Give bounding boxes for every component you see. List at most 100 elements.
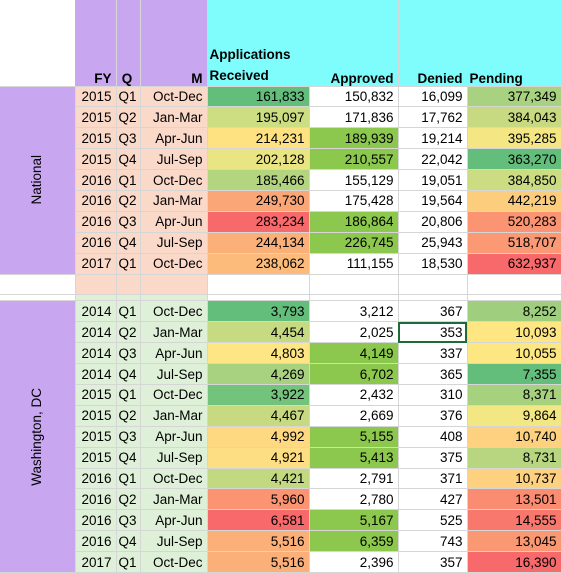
cell-approved[interactable]: 5,413 [309, 447, 399, 469]
spacer-cell[interactable] [116, 274, 141, 296]
spacer-cell[interactable] [398, 294, 468, 302]
cell-fy[interactable]: 2015 [75, 426, 117, 448]
cell-approved[interactable]: 2,396 [309, 551, 399, 573]
spacer-cell[interactable] [140, 274, 208, 296]
cell-m[interactable]: Jan-Mar [140, 106, 208, 129]
cell-approved[interactable]: 5,155 [309, 426, 399, 448]
cell-denied[interactable]: 376 [398, 405, 468, 427]
spacer-cell[interactable] [467, 274, 561, 296]
cell-approved[interactable]: 171,836 [309, 106, 399, 129]
header-approved[interactable]: Approved [309, 0, 399, 87]
cell-fy[interactable]: 2015 [75, 106, 117, 129]
cell-denied[interactable]: 525 [398, 509, 468, 532]
cell-pending[interactable]: 363,270 [467, 148, 561, 171]
cell-pending[interactable]: 10,737 [467, 468, 561, 490]
cell-pending[interactable]: 7,355 [467, 363, 561, 385]
cell-denied[interactable]: 371 [398, 468, 468, 490]
header-fy[interactable]: FY [75, 0, 117, 87]
cell-received[interactable]: 244,134 [207, 232, 310, 254]
cell-fy[interactable]: 2015 [75, 447, 117, 469]
cell-q[interactable]: Q2 [116, 190, 141, 212]
cell-pending[interactable]: 10,055 [467, 342, 561, 365]
cell-q[interactable]: Q1 [116, 300, 141, 323]
cell-q[interactable]: Q1 [116, 86, 141, 108]
section-label-cell[interactable]: Washington, DC [0, 300, 76, 573]
cell-fy[interactable]: 2015 [75, 127, 117, 150]
cell-fy[interactable]: 2014 [75, 363, 117, 385]
cell-approved[interactable]: 226,745 [309, 232, 399, 254]
cell-fy[interactable]: 2015 [75, 384, 117, 406]
cell-q[interactable]: Q4 [116, 148, 141, 171]
cell-pending[interactable]: 9,864 [467, 405, 561, 427]
spacer-cell[interactable] [0, 274, 76, 296]
cell-q[interactable]: Q2 [116, 488, 141, 511]
cell-approved[interactable]: 175,428 [309, 190, 399, 212]
cell-fy[interactable]: 2016 [75, 530, 117, 553]
cell-m[interactable]: Jul-Sep [140, 447, 208, 469]
cell-denied[interactable]: 357 [398, 551, 468, 573]
cell-approved[interactable]: 111,155 [309, 253, 399, 275]
cell-q[interactable]: Q4 [116, 530, 141, 553]
cell-received[interactable]: 5,516 [207, 551, 310, 573]
cell-fy[interactable]: 2017 [75, 551, 117, 573]
cell-q[interactable]: Q1 [116, 169, 141, 191]
cell-fy[interactable]: 2014 [75, 321, 117, 344]
cell-pending[interactable]: 13,045 [467, 530, 561, 553]
cell-pending[interactable]: 8,371 [467, 384, 561, 406]
cell-denied[interactable]: 310 [398, 384, 468, 406]
cell-approved[interactable]: 6,702 [309, 363, 399, 385]
cell-fy[interactable]: 2016 [75, 190, 117, 212]
spacer-cell[interactable] [116, 294, 141, 302]
cell-m[interactable]: Jan-Mar [140, 190, 208, 212]
cell-approved[interactable]: 2,432 [309, 384, 399, 406]
cell-q[interactable]: Q4 [116, 447, 141, 469]
header-pending[interactable]: Pending [467, 0, 561, 87]
cell-denied[interactable]: 25,943 [398, 232, 468, 254]
cell-m[interactable]: Jul-Sep [140, 232, 208, 254]
cell-approved[interactable]: 210,557 [309, 148, 399, 171]
cell-fy[interactable]: 2015 [75, 148, 117, 171]
cell-approved[interactable]: 2,669 [309, 405, 399, 427]
cell-pending[interactable]: 520,283 [467, 211, 561, 233]
cell-denied[interactable]: 365 [398, 363, 468, 385]
cell-fy[interactable]: 2016 [75, 232, 117, 254]
cell-m[interactable]: Jul-Sep [140, 530, 208, 553]
cell-q[interactable]: Q1 [116, 468, 141, 490]
cell-fy[interactable]: 2016 [75, 211, 117, 233]
cell-q[interactable]: Q3 [116, 509, 141, 532]
cell-pending[interactable]: 518,707 [467, 232, 561, 254]
cell-m[interactable]: Jan-Mar [140, 321, 208, 344]
cell-approved[interactable]: 150,832 [309, 86, 399, 108]
cell-pending[interactable]: 13,501 [467, 488, 561, 511]
cell-denied[interactable]: 367 [398, 300, 468, 323]
cell-pending[interactable]: 632,937 [467, 253, 561, 275]
cell-m[interactable]: Jan-Mar [140, 488, 208, 511]
cell-q[interactable]: Q4 [116, 363, 141, 385]
cell-m[interactable]: Apr-Jun [140, 127, 208, 150]
cell-fy[interactable]: 2016 [75, 488, 117, 511]
spacer-cell[interactable] [309, 294, 399, 302]
section-label-cell[interactable]: National [0, 86, 76, 275]
cell-fy[interactable]: 2016 [75, 468, 117, 490]
cell-denied[interactable]: 19,051 [398, 169, 468, 191]
cell-m[interactable]: Oct-Dec [140, 169, 208, 191]
cell-denied[interactable]: 16,099 [398, 86, 468, 108]
cell-pending[interactable]: 8,731 [467, 447, 561, 469]
cell-fy[interactable]: 2017 [75, 253, 117, 275]
cell-m[interactable]: Jan-Mar [140, 405, 208, 427]
cell-fy[interactable]: 2015 [75, 86, 117, 108]
cell-received[interactable]: 4,992 [207, 426, 310, 448]
cell-received[interactable]: 4,803 [207, 342, 310, 365]
cell-received[interactable]: 4,454 [207, 321, 310, 344]
cell-approved[interactable]: 2,791 [309, 468, 399, 490]
cell-fy[interactable]: 2014 [75, 300, 117, 323]
cell-approved[interactable]: 189,939 [309, 127, 399, 150]
corner-blank-cell[interactable] [0, 0, 75, 87]
cell-pending[interactable]: 384,850 [467, 169, 561, 191]
cell-m[interactable]: Jul-Sep [140, 363, 208, 385]
spacer-cell[interactable] [398, 274, 468, 296]
cell-q[interactable]: Q2 [116, 321, 141, 344]
header-received[interactable]: Applications Received [207, 0, 310, 87]
cell-denied[interactable]: 17,762 [398, 106, 468, 129]
cell-q[interactable]: Q1 [116, 253, 141, 275]
